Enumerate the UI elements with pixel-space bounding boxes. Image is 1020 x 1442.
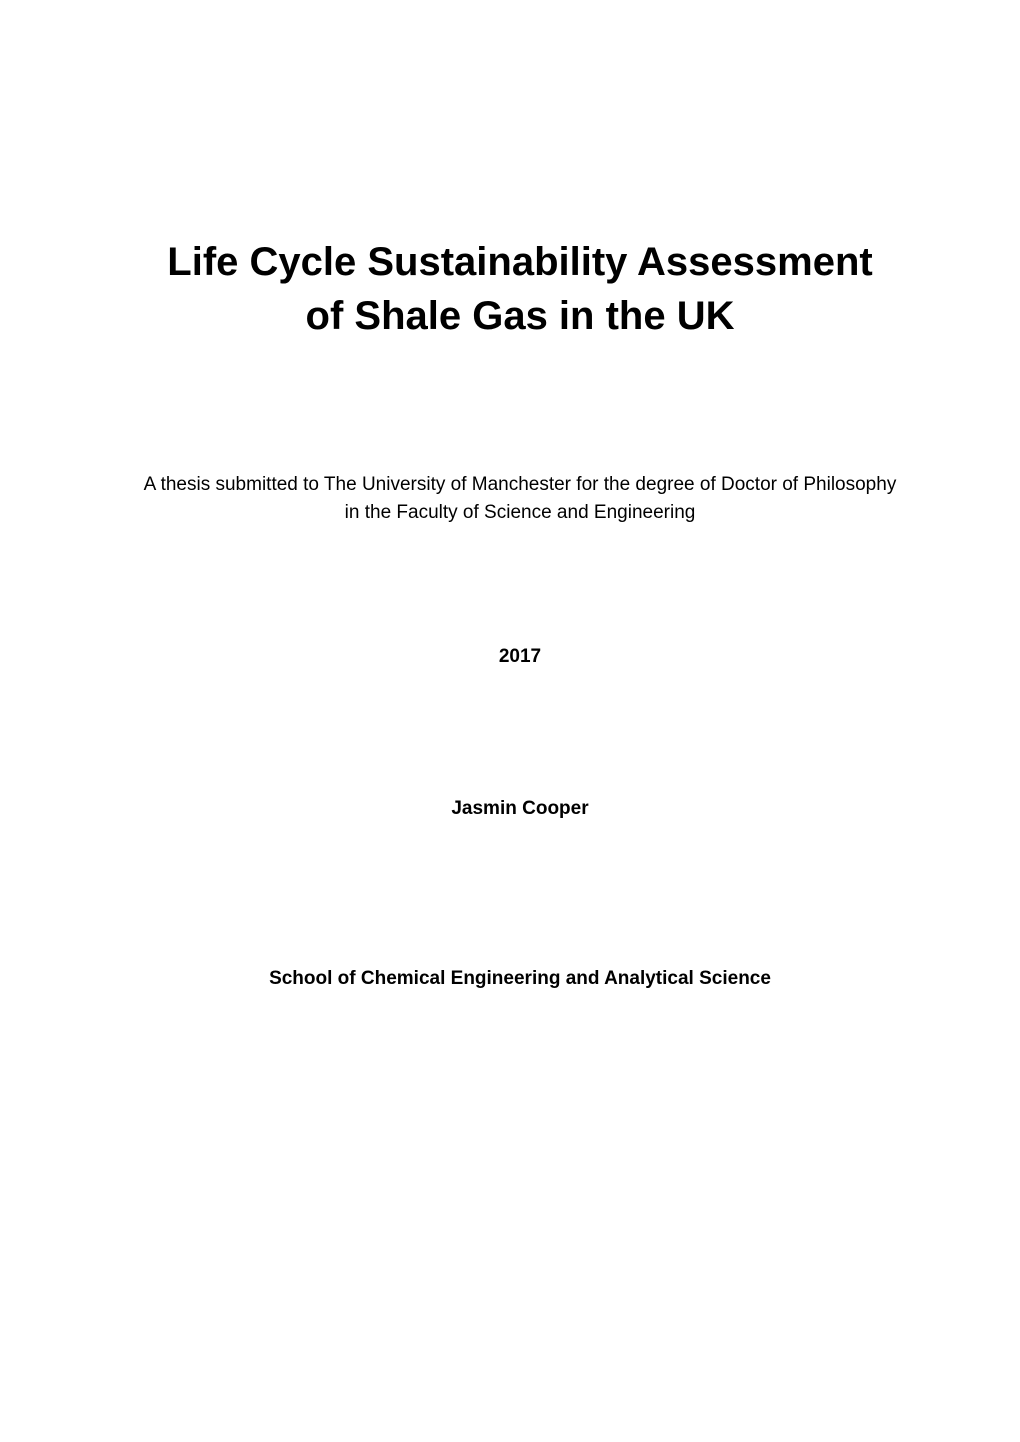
year-block: 2017 (130, 646, 910, 668)
title-block: Life Cycle Sustainability Assessment of … (130, 235, 910, 343)
author-block: Jasmin Cooper (130, 798, 910, 820)
thesis-school: School of Chemical Engineering and Analy… (130, 968, 910, 990)
subtitle-block: A thesis submitted to The University of … (130, 471, 910, 526)
title-line-2: of Shale Gas in the UK (130, 289, 910, 343)
title-page: Life Cycle Sustainability Assessment of … (0, 0, 1020, 1442)
school-block: School of Chemical Engineering and Analy… (130, 968, 910, 990)
title-line-1: Life Cycle Sustainability Assessment (130, 235, 910, 289)
thesis-author: Jasmin Cooper (130, 798, 910, 820)
thesis-year: 2017 (130, 646, 910, 668)
thesis-subtitle: A thesis submitted to The University of … (140, 471, 900, 526)
